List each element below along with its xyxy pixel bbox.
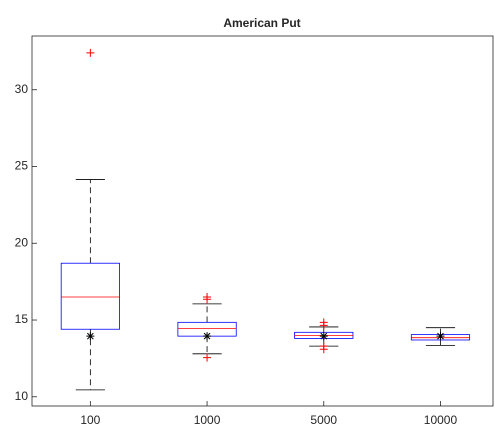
x-tick-label: 100: [80, 413, 100, 427]
y-tick-label: 25: [15, 159, 29, 173]
outlier: [203, 295, 212, 304]
axes-frame: [31, 35, 494, 407]
y-tick-label: 20: [15, 235, 29, 249]
x-tick-label: 1000: [194, 413, 221, 427]
mean: [86, 332, 95, 341]
outlier: [203, 353, 212, 362]
outlier: [319, 321, 328, 330]
outlier: [86, 48, 95, 57]
y-tick-label: 30: [15, 82, 29, 96]
chart-title: American Put: [223, 16, 300, 30]
x-tick-label: 10000: [424, 413, 458, 427]
box: [60, 262, 120, 330]
mean: [319, 332, 328, 341]
mean: [203, 332, 212, 341]
x-tick-label: 5000: [310, 413, 337, 427]
outlier: [319, 342, 328, 351]
y-tick-label: 15: [15, 312, 29, 326]
y-tick-label: 10: [15, 389, 29, 403]
mean: [436, 332, 445, 341]
